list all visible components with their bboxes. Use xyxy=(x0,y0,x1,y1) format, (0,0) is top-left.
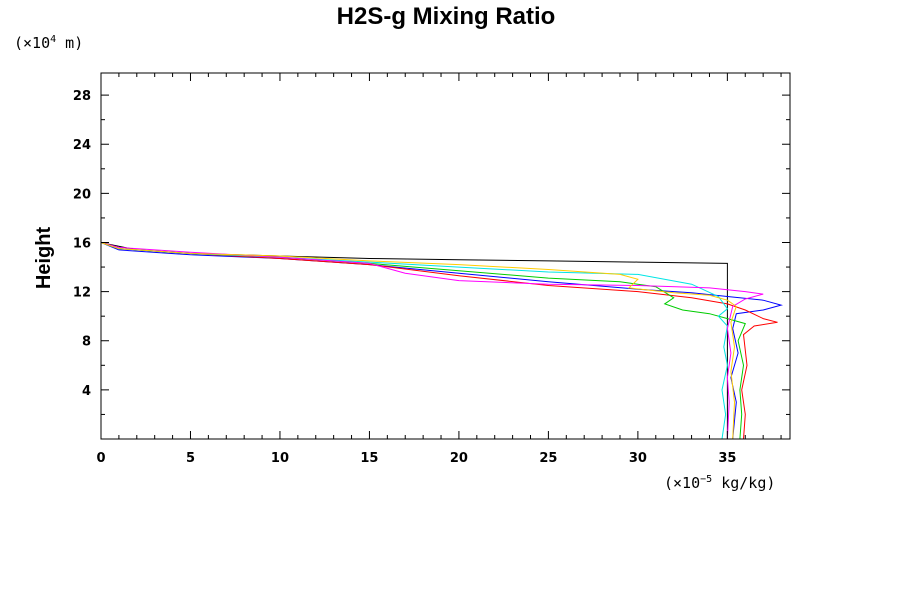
chart-title: H2S-g Mixing Ratio xyxy=(337,3,556,30)
ticks-layer xyxy=(100,73,790,439)
y-axis-label: Height xyxy=(33,227,55,290)
y-tick-label: 20 xyxy=(73,187,91,202)
y-tick-label: 28 xyxy=(73,89,91,104)
x-unit-exponent: −5 xyxy=(700,474,712,485)
y-tick-label: 12 xyxy=(73,286,91,301)
x-tick-label: 0 xyxy=(96,451,105,466)
x-unit-label: (×10−5 kg/kg) xyxy=(664,474,775,492)
series-line-1 xyxy=(100,73,728,439)
x-tick-label: 10 xyxy=(271,451,289,466)
y-tick-label: 16 xyxy=(73,236,91,251)
x-unit-prefix: (×10 xyxy=(664,474,700,492)
y-tick-label: 8 xyxy=(82,335,91,350)
y-tick-label: 4 xyxy=(82,384,91,399)
series-line-7 xyxy=(100,242,737,440)
series-line-5 xyxy=(100,242,729,440)
x-tick-label: 30 xyxy=(629,451,647,466)
y-tick-label: 24 xyxy=(73,138,91,153)
series-line-4 xyxy=(100,242,746,440)
plot-frame xyxy=(100,72,791,440)
series-line-2 xyxy=(100,242,783,440)
y-tick-labels: 4 8 12 16 20 24 28 xyxy=(73,89,91,399)
x-tick-labels: 0 5 10 15 20 25 30 35 xyxy=(96,451,736,466)
y-unit-prefix: (×10 xyxy=(14,34,50,52)
y-unit-exponent: 4 xyxy=(50,34,56,45)
x-tick-label: 5 xyxy=(186,451,195,466)
y-unit-label: (×104 m) xyxy=(14,34,83,52)
x-tick-label: 20 xyxy=(450,451,468,466)
series-line-3 xyxy=(100,242,778,440)
series-layer xyxy=(100,73,783,440)
x-tick-label: 35 xyxy=(718,451,736,466)
x-tick-label: 15 xyxy=(360,451,378,466)
y-unit-suffix: m) xyxy=(56,34,83,52)
x-tick-label: 25 xyxy=(539,451,557,466)
x-unit-suffix: kg/kg) xyxy=(712,474,775,492)
series-line-6 xyxy=(100,73,764,440)
